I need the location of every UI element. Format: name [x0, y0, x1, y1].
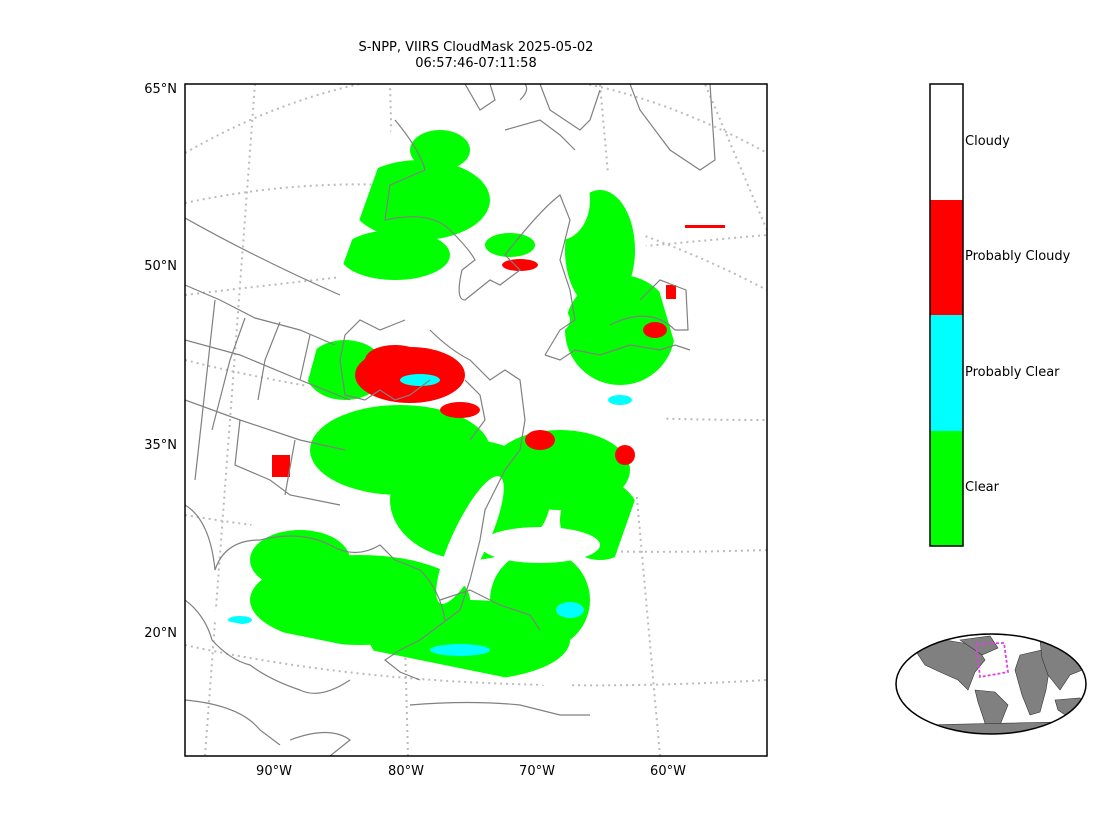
swath-outline	[974, 642, 1010, 679]
colorbar-segment-clear	[930, 431, 963, 546]
lon-label-80w: 80°W	[388, 764, 424, 779]
probably-clear-regions	[228, 374, 632, 656]
lat-label-65n: 65°N	[144, 82, 177, 97]
clear-regions	[250, 130, 675, 680]
colorbar-label-probably-cloudy: Probably Cloudy	[965, 249, 1071, 264]
colorbar-segment-probably-cloudy	[930, 200, 963, 315]
colorbar-segment-cloudy	[930, 84, 963, 200]
lon-label-90w: 90°W	[256, 764, 292, 779]
map-area	[185, 84, 767, 756]
chart-subtitle-time: 06:57:46-07:11:58	[415, 56, 537, 71]
lat-label-20n: 20°N	[144, 626, 177, 641]
swath-edge-specks	[272, 225, 725, 477]
coastlines	[185, 84, 716, 756]
colorbar-label-clear: Clear	[965, 480, 999, 495]
colorbar	[929, 83, 964, 547]
locator-globe	[895, 633, 1087, 735]
colorbar-frame	[929, 83, 964, 547]
colorbar-label-probably-clear: Probably Clear	[965, 365, 1060, 380]
lon-label-60w: 60°W	[650, 764, 686, 779]
colorbar-label-cloudy: Cloudy	[965, 134, 1010, 149]
colorbar-segment-probably-clear	[930, 315, 963, 431]
lat-label-35n: 35°N	[144, 438, 177, 453]
chart-title: S-NPP, VIIRS CloudMask 2025-05-02	[358, 40, 594, 55]
lon-label-70w: 70°W	[519, 764, 555, 779]
map-frame	[184, 83, 768, 757]
lat-label-50n: 50°N	[144, 259, 177, 274]
